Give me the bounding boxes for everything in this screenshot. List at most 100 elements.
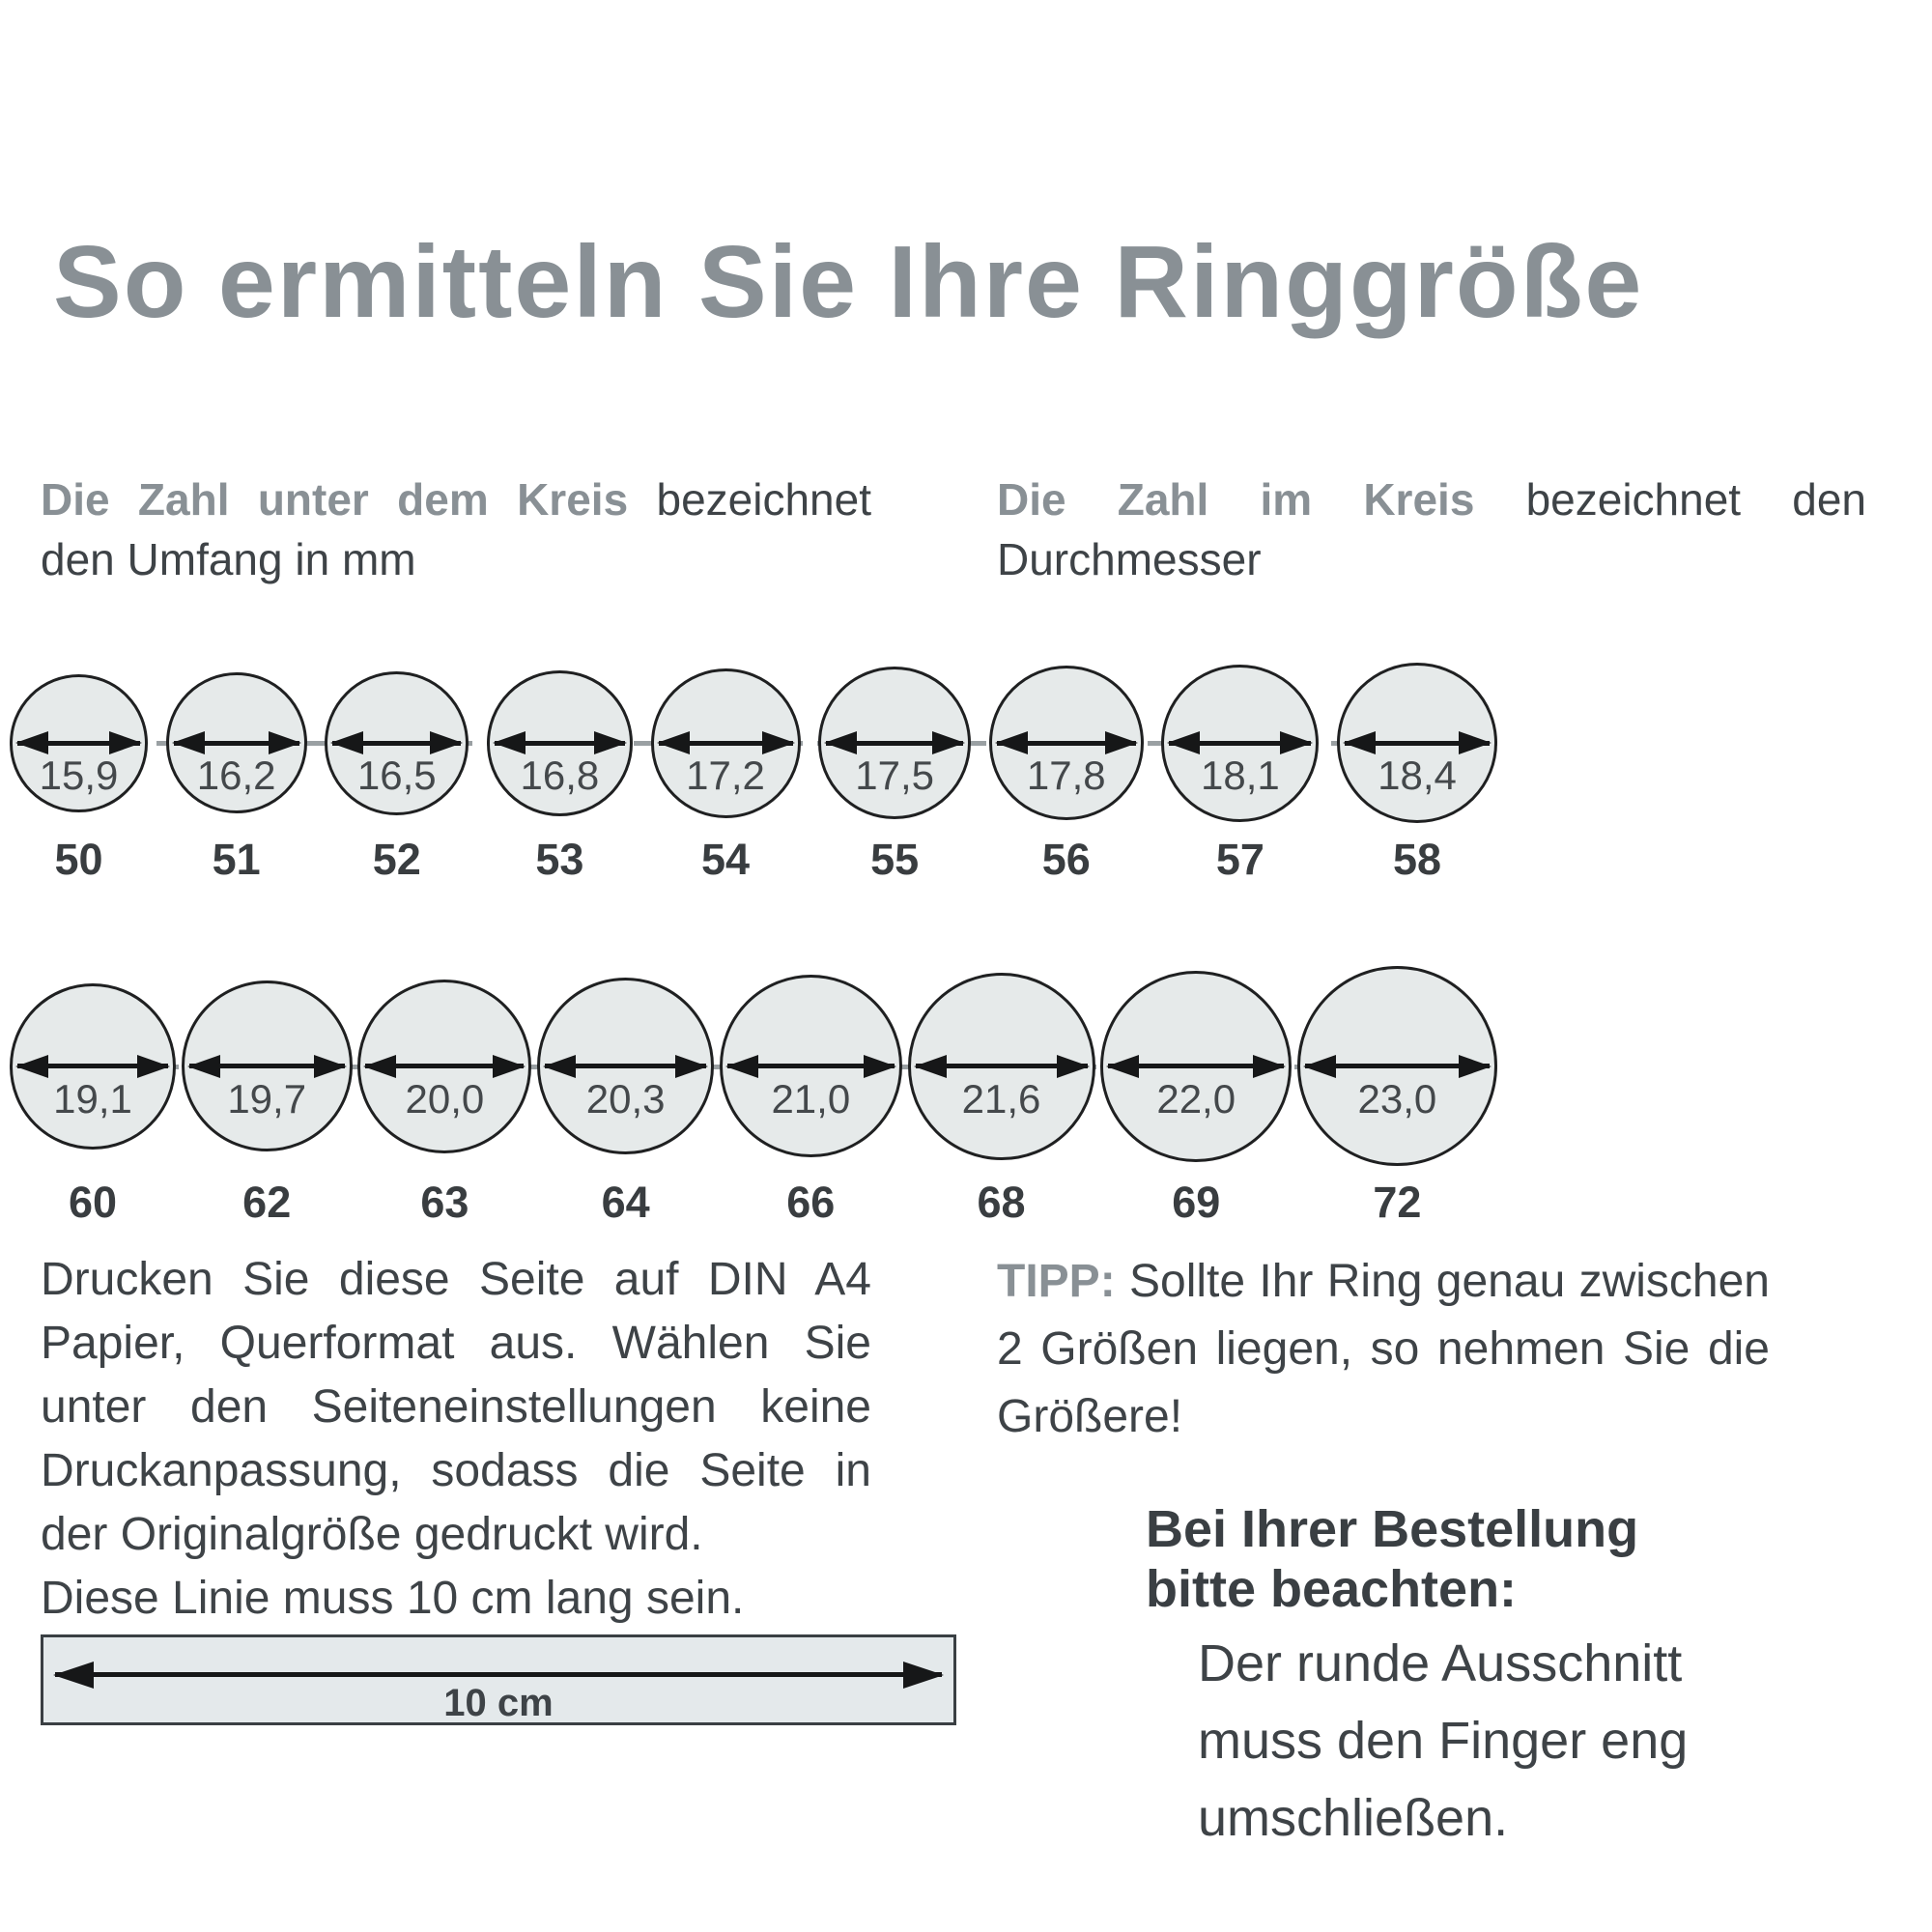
diameter-explanation: Die Zahl im Kreis bezeichnet den Durchme… (997, 469, 1866, 589)
circumference-explanation-rest: bezeichnet den Umfang in mm (41, 474, 871, 584)
diameter-value: 16,2 (196, 753, 276, 798)
ring-size-item-57: 18,1 57 (1161, 663, 1320, 885)
diameter-explanation-lead: Die Zahl im Kreis (997, 474, 1475, 525)
ring-size-item-55: 17,5 55 (818, 663, 972, 885)
diameter-arrow-icon (915, 1064, 1088, 1068)
diameter-arrow-icon (996, 740, 1136, 746)
line-length-note: Diese Linie muss 10 cm lang sein. (41, 1573, 745, 1624)
ring-size-item-52: 16,5 52 (325, 663, 469, 885)
ring-size-item-63: 20,0 63 (357, 966, 532, 1228)
ruler-arrow-icon (55, 1672, 942, 1677)
ring-row-2: 19,1 60 19,7 62 20,0 63 20,3 64 21,0 66 21,6 68 22,0… (10, 966, 1497, 1228)
ring-circle: 21,0 (719, 975, 902, 1157)
size-label: 54 (700, 835, 751, 884)
ring-circle: 15,9 (10, 673, 148, 812)
ring-circle: 17,5 (818, 667, 972, 819)
order-note-body: Der runde Ausschnitt muss den Finger eng… (1198, 1634, 1689, 1847)
ring-circle: 16,5 (325, 670, 469, 815)
size-label: 68 (977, 1178, 1026, 1227)
diameter-value: 20,3 (585, 1075, 666, 1122)
ring-circle: 22,0 (1100, 970, 1293, 1162)
diameter-value: 18,4 (1378, 753, 1457, 798)
size-label: 55 (870, 835, 920, 884)
diameter-value: 22,0 (1156, 1075, 1236, 1122)
ring-size-item-62: 19,7 62 (181, 966, 353, 1228)
diameter-value: 16,8 (520, 753, 600, 798)
ring-circle: 20,3 (537, 978, 715, 1154)
tip-lead: TIPP: (997, 1256, 1116, 1307)
diameter-arrow-icon (826, 740, 964, 746)
size-label: 60 (68, 1178, 118, 1227)
size-label: 51 (212, 835, 261, 884)
ring-size-item-51: 16,2 51 (165, 663, 307, 885)
diameter-value: 18,1 (1201, 753, 1280, 798)
diameter-value: 15,9 (39, 753, 119, 798)
size-label: 56 (1041, 835, 1091, 884)
tip-note: TIPP: Sollte Ihr Ring genau zwischen 2 G… (997, 1248, 1770, 1451)
diameter-arrow-icon (332, 740, 462, 746)
ring-circle: 20,0 (357, 979, 532, 1153)
diameter-value: 21,0 (771, 1075, 851, 1122)
diameter-arrow-icon (365, 1064, 525, 1068)
size-label: 72 (1373, 1178, 1422, 1227)
size-label: 50 (54, 835, 103, 884)
diameter-value: 16,5 (356, 753, 437, 798)
ring-size-item-58: 18,4 58 (1337, 663, 1497, 885)
diameter-value: 17,2 (686, 753, 765, 798)
ring-circle: 21,6 (907, 972, 1095, 1160)
diameter-arrow-icon (188, 1064, 345, 1068)
diameter-arrow-icon (17, 1064, 168, 1068)
size-label: 69 (1172, 1178, 1221, 1227)
diameter-arrow-icon (1304, 1064, 1490, 1068)
size-label: 53 (535, 835, 584, 884)
ring-size-item-72: 23,0 72 (1296, 966, 1497, 1228)
ring-size-item-64: 20,3 64 (537, 966, 715, 1228)
diameter-value: 21,6 (961, 1075, 1041, 1122)
ring-size-item-56: 17,8 56 (988, 663, 1144, 885)
ring-size-item-60: 19,1 60 (10, 966, 176, 1228)
ring-circle: 18,4 (1337, 663, 1497, 823)
circumference-explanation: Die Zahl unter dem Kreis bezeichnet den … (41, 469, 871, 589)
size-label: 52 (372, 835, 421, 884)
diameter-arrow-icon (658, 740, 793, 746)
ring-row-1: 15,9 50 16,2 51 16,5 52 16,8 53 17,2 54 17,5 55 17,8… (10, 663, 1497, 885)
ring-size-item-66: 21,0 66 (719, 966, 902, 1228)
size-label: 66 (786, 1178, 836, 1227)
size-label: 62 (242, 1178, 292, 1227)
size-label: 64 (601, 1178, 650, 1227)
ring-circle: 18,1 (1161, 664, 1320, 822)
diameter-arrow-icon (173, 740, 299, 746)
size-label: 63 (420, 1178, 469, 1227)
ring-size-item-69: 22,0 69 (1100, 966, 1293, 1228)
ruler-label: 10 cm (443, 1682, 554, 1724)
diameter-value: 20,0 (405, 1075, 485, 1122)
ring-circle: 17,8 (988, 666, 1144, 820)
ring-size-item-53: 16,8 53 (486, 663, 633, 885)
page-title: So ermitteln Sie Ihre Ringgröße (53, 225, 1644, 339)
diameter-value: 17,5 (855, 753, 934, 798)
ring-circle: 23,0 (1296, 966, 1497, 1166)
size-label: 57 (1215, 835, 1264, 884)
diameter-arrow-icon (494, 740, 625, 746)
diameter-value: 23,0 (1357, 1075, 1437, 1122)
diameter-arrow-icon (17, 740, 140, 746)
circumference-explanation-lead: Die Zahl unter dem Kreis (41, 474, 629, 525)
diameter-value: 17,8 (1026, 753, 1106, 798)
diameter-value: 19,7 (227, 1075, 307, 1122)
ring-size-item-50: 15,9 50 (10, 663, 148, 885)
ring-circle: 17,2 (650, 668, 801, 818)
diameter-value: 19,1 (53, 1075, 132, 1122)
ring-circle: 19,7 (181, 980, 353, 1151)
ring-circle: 16,8 (486, 669, 633, 816)
diameter-explanation-rest: bezeichnet den Durchmesser (997, 474, 1866, 584)
ring-size-item-68: 21,6 68 (907, 966, 1095, 1228)
print-instructions: Drucken Sie diese Seite auf DIN A4 Papie… (41, 1254, 871, 1560)
ring-circle: 19,1 (10, 982, 176, 1150)
ring-circle: 16,2 (165, 672, 307, 813)
tip-rest: Sollte Ihr Ring genau zwischen 2 Größen … (997, 1256, 1770, 1442)
ring-size-item-54: 17,2 54 (650, 663, 801, 885)
diameter-arrow-icon (1169, 740, 1312, 746)
ruler-box: 10 cm (41, 1634, 956, 1725)
diameter-arrow-icon (545, 1064, 707, 1068)
